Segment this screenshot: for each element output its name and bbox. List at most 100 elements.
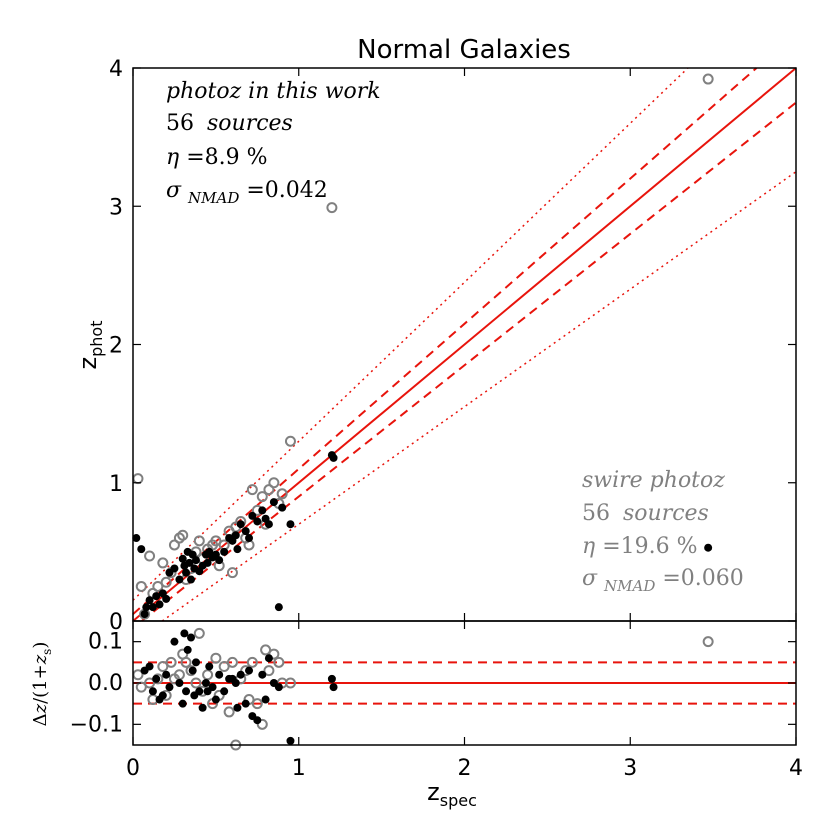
annotation-this-work-eta: η <box>166 145 179 170</box>
point-filled <box>329 453 338 462</box>
point-filled <box>180 629 189 638</box>
point-open <box>157 557 169 569</box>
point-filled <box>165 683 174 692</box>
point-filled <box>236 520 245 529</box>
annotation-this-work-eta-value: =8.9 % <box>186 145 267 170</box>
point-open <box>177 529 189 541</box>
point-filled <box>211 695 220 704</box>
point-open <box>223 706 235 718</box>
annotation-swire-line3: η =19.6 % <box>582 534 698 559</box>
x-tick-label: 1 <box>292 756 306 781</box>
point-filled <box>148 603 157 612</box>
point-filled <box>264 520 273 529</box>
point-open <box>165 656 177 668</box>
annotation-this-work-sigma-value: =0.042 <box>246 178 327 203</box>
annotation-swire-sigma-sub: NMAD <box>603 577 655 595</box>
point-open <box>202 669 214 681</box>
annotation-swire-eta: η <box>582 534 595 559</box>
point-filled <box>215 556 224 565</box>
annotation-this-work-line3: η =8.9 % <box>166 145 268 170</box>
top-panel-ticks: 0 1 2 3 4 <box>109 57 797 635</box>
bottom-y-axis-label: Δz/(1+zs) <box>30 642 54 727</box>
annotation-this-work-sigma: σ <box>166 178 182 203</box>
top-y-tick-label: 2 <box>109 334 123 359</box>
point-open <box>246 656 258 668</box>
point-open <box>251 698 263 710</box>
point-open <box>268 477 280 489</box>
point-filled <box>182 687 191 696</box>
point-open <box>273 656 285 668</box>
chart-title: Normal Galaxies <box>357 35 571 65</box>
annotation-this-work: photoz in this work 56 sources η =8.9 % … <box>166 79 381 207</box>
annotation-this-work-line2: 56 sources <box>166 111 293 136</box>
point-filled <box>137 545 146 554</box>
point-filled <box>140 610 149 619</box>
annotation-swire-line2: 56 sources <box>582 501 709 526</box>
annotation-swire-line4: σ NMAD =0.060 <box>582 566 744 597</box>
annotation-swire: swire photoz 56 sources η =19.6 % σ NMAD… <box>582 468 744 597</box>
point-open <box>702 636 714 648</box>
point-open <box>226 567 238 579</box>
point-open <box>210 535 222 547</box>
dotted-upper-line <box>132 67 689 601</box>
point-open <box>702 73 714 85</box>
x-tick-label: 2 <box>458 756 472 781</box>
x-tick-label: 3 <box>623 756 637 781</box>
annotation-swire-line1: swire photoz <box>582 468 725 493</box>
point-open <box>263 484 275 496</box>
point-filled <box>231 679 240 687</box>
point-filled <box>258 670 267 679</box>
point-filled <box>145 596 154 605</box>
point-filled <box>191 658 200 667</box>
point-filled <box>162 670 171 679</box>
point-filled <box>286 736 295 745</box>
point-filled <box>132 534 141 543</box>
point-filled <box>178 699 187 708</box>
point-open <box>260 644 272 656</box>
point-filled <box>269 498 278 507</box>
top-y-tick-label: 3 <box>109 195 123 220</box>
annotation-this-work-sources: sources <box>207 111 293 136</box>
point-filled <box>185 558 194 567</box>
point-open <box>256 718 268 730</box>
point-filled <box>220 687 229 696</box>
point-filled <box>205 662 214 671</box>
point-filled <box>195 687 204 696</box>
point-open <box>168 539 180 551</box>
top-y-tick-label: 0 <box>109 610 123 635</box>
point-filled <box>158 691 167 700</box>
point-open <box>246 484 258 496</box>
point-filled <box>274 683 283 692</box>
top-y-tick-label: 4 <box>109 57 123 82</box>
point-filled <box>241 699 250 708</box>
point-filled <box>278 503 287 512</box>
point-filled <box>152 592 161 601</box>
point-filled <box>215 670 224 679</box>
point-filled <box>231 531 240 540</box>
x-tick-label: 0 <box>126 756 140 781</box>
x-tick-label: 4 <box>789 756 803 781</box>
point-open <box>256 491 268 503</box>
point-open <box>152 580 164 592</box>
point-open <box>180 656 192 668</box>
point-filled <box>148 687 157 696</box>
point-filled <box>241 527 250 536</box>
annotation-this-work-count: 56 <box>166 111 194 136</box>
point-filled <box>245 534 254 543</box>
point-filled <box>175 679 184 687</box>
point-filled <box>187 633 196 642</box>
point-open <box>326 202 338 214</box>
point-filled <box>253 716 262 725</box>
point-filled <box>162 594 171 603</box>
point-open <box>226 656 238 668</box>
point-filled <box>245 666 254 675</box>
point-filled <box>261 695 270 704</box>
point-open <box>157 660 169 672</box>
point-filled <box>286 520 295 529</box>
point-filled <box>170 637 179 646</box>
point-filled <box>145 662 154 671</box>
point-filled <box>187 575 196 584</box>
point-open <box>144 550 156 562</box>
point-open <box>284 677 296 689</box>
point-filled <box>253 517 262 526</box>
